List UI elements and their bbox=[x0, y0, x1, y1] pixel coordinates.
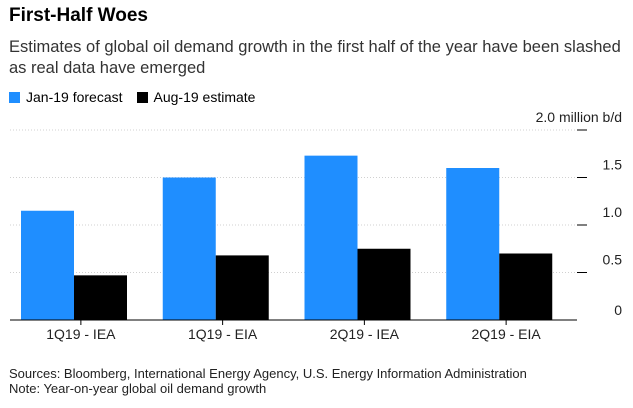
bar-jan19 bbox=[304, 155, 358, 320]
legend: Jan-19 forecast Aug-19 estimate bbox=[9, 89, 269, 105]
legend-label-jan19: Jan-19 forecast bbox=[26, 89, 123, 105]
bar-aug19 bbox=[74, 275, 127, 320]
y-tick-label: 1.0 bbox=[603, 204, 623, 220]
y-tick-label: 1.5 bbox=[603, 157, 623, 173]
legend-label-aug19: Aug-19 estimate bbox=[153, 89, 256, 105]
bar-aug19 bbox=[357, 248, 411, 320]
y-tick-label: 2.0 million b/d bbox=[536, 109, 622, 125]
chart-title: First-Half Woes bbox=[9, 5, 149, 26]
bar-aug19 bbox=[215, 255, 269, 320]
legend-item-jan19: Jan-19 forecast bbox=[9, 89, 123, 105]
bar-jan19 bbox=[21, 210, 74, 320]
x-tick-label: 1Q19 - IEA bbox=[46, 326, 116, 342]
definition-note: Note: Year-on-year global oil demand gro… bbox=[9, 381, 267, 396]
chart-footer: Sources: Bloomberg, International Energy… bbox=[9, 366, 527, 396]
bar-jan19 bbox=[446, 168, 500, 320]
legend-item-aug19: Aug-19 estimate bbox=[136, 89, 256, 105]
sources-note: Sources: Bloomberg, International Energy… bbox=[9, 366, 527, 381]
chart-subtitle: Estimates of global oil demand growth in… bbox=[9, 38, 621, 77]
x-tick-label: 1Q19 - EIA bbox=[188, 326, 258, 342]
legend-swatch-aug19 bbox=[136, 91, 148, 103]
bar-jan19 bbox=[162, 177, 216, 320]
legend-swatch-jan19 bbox=[9, 91, 20, 103]
x-tick-label: 2Q19 - EIA bbox=[471, 326, 541, 342]
bar-aug19 bbox=[499, 253, 553, 320]
y-tick-label: 0 bbox=[614, 302, 622, 318]
y-tick-label: 0.5 bbox=[603, 252, 623, 268]
x-tick-label: 2Q19 - IEA bbox=[330, 326, 400, 342]
